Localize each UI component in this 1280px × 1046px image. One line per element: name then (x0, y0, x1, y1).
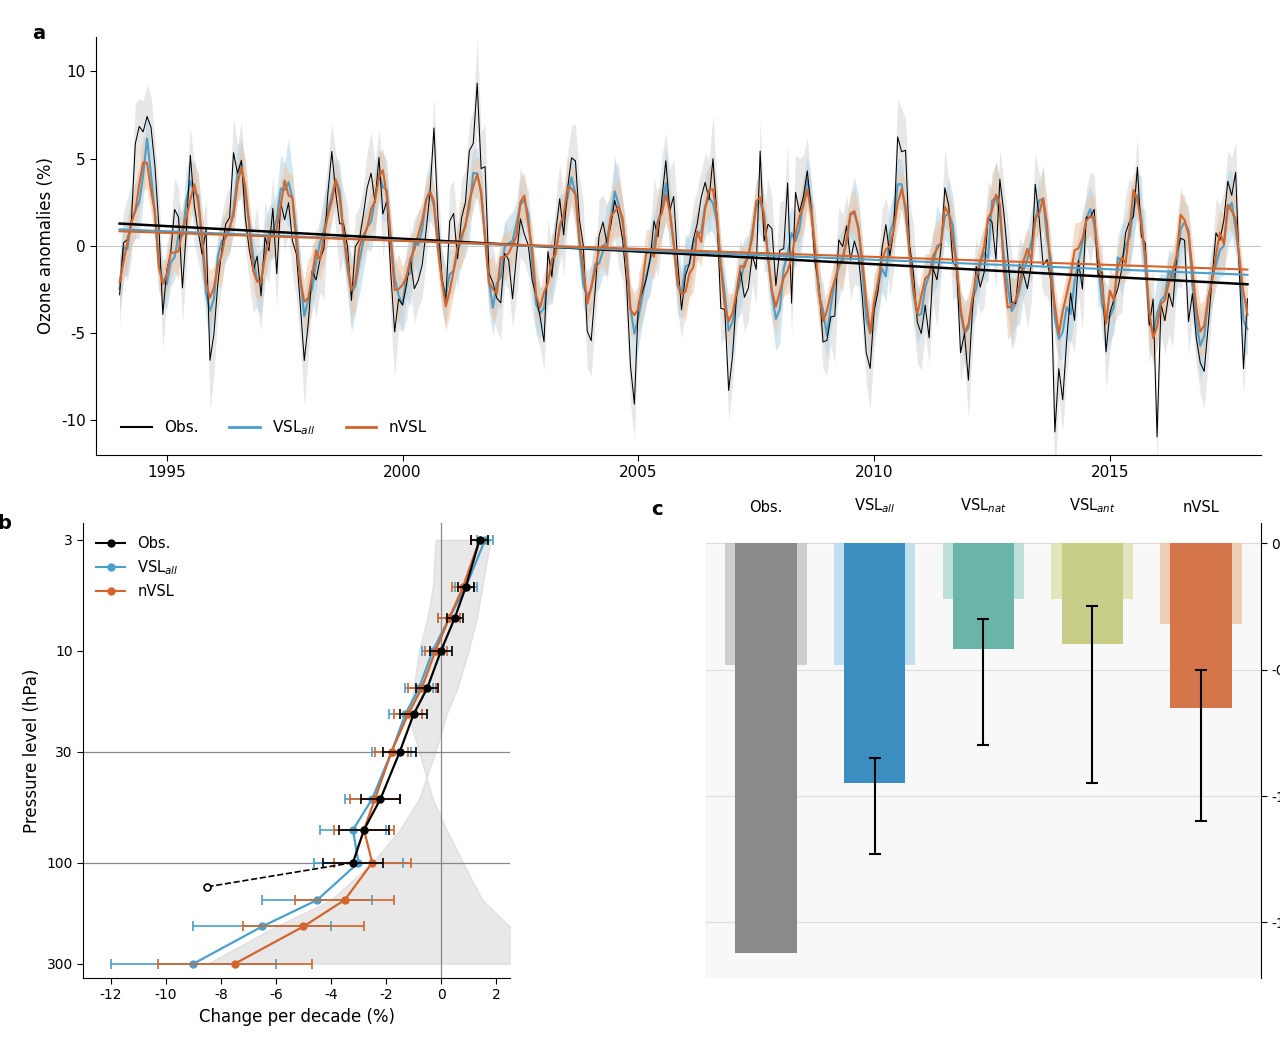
Bar (1061, 543, 1123, 644)
Text: c: c (650, 500, 662, 519)
Legend: Obs., VSL$_{all}$, nVSL: Obs., VSL$_{all}$, nVSL (115, 412, 433, 444)
Bar (1170, 543, 1231, 707)
Text: b: b (0, 514, 12, 532)
Text: a: a (32, 24, 45, 43)
Y-axis label: Pressure level (hPa): Pressure level (hPa) (23, 668, 41, 833)
Bar (952, 543, 1014, 650)
Bar (707, 543, 1261, 978)
Bar (1051, 543, 1133, 598)
Y-axis label: Ozone anomalies (%): Ozone anomalies (%) (37, 157, 55, 335)
Bar (835, 543, 915, 664)
Bar (844, 543, 905, 783)
X-axis label: Change per decade (%): Change per decade (%) (198, 1008, 394, 1026)
Legend: Obs., VSL$_{all}$, nVSL: Obs., VSL$_{all}$, nVSL (91, 530, 184, 606)
Bar (736, 543, 796, 953)
Bar (942, 543, 1024, 598)
Bar (726, 543, 806, 664)
Bar (1160, 543, 1242, 624)
